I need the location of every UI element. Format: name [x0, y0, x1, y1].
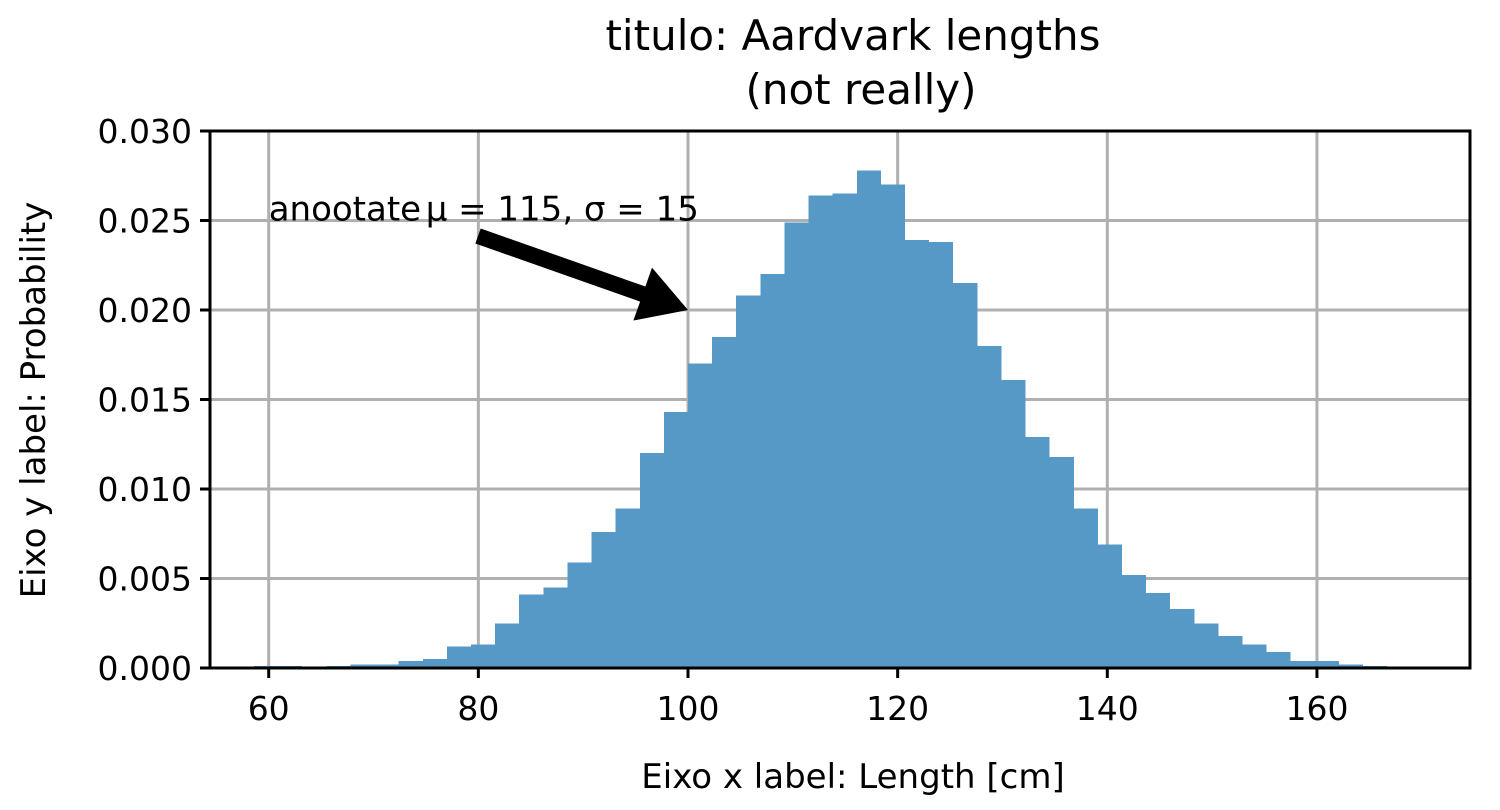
- y-tick-label-2: 0.010: [98, 470, 192, 509]
- histogram-bar-45: [1338, 664, 1364, 668]
- histogram-bar-21: [760, 274, 785, 668]
- annotation-arrow: [475, 228, 688, 321]
- histogram-bar-5: [374, 664, 399, 668]
- y-tick-label-3: 0.015: [98, 381, 192, 420]
- y-tick-label-4: 0.020: [98, 291, 192, 330]
- histogram-bar-27: [904, 240, 930, 668]
- histogram-bar-29: [953, 283, 978, 668]
- histogram-bar-30: [977, 345, 1002, 668]
- histogram-bar-35: [1097, 544, 1122, 668]
- histogram-bars: [254, 170, 1388, 669]
- histogram-bar-34: [1073, 508, 1098, 668]
- histogram-bar-33: [1049, 456, 1074, 668]
- histogram-bar-15: [615, 508, 640, 668]
- histogram-bar-44: [1314, 660, 1339, 668]
- chart-title-line-1: titulo: Aardvark lengths: [605, 11, 1100, 60]
- x-axis-ticks: 60 80 100 120 140 160: [248, 668, 1348, 728]
- histogram-bar-38: [1170, 608, 1195, 668]
- y-tick-label-0: 0.000: [98, 649, 192, 688]
- histogram-bar-20: [736, 295, 761, 668]
- histogram-bar-24: [832, 193, 857, 668]
- histogram-bar-28: [929, 241, 954, 669]
- histogram-bar-14: [591, 531, 616, 668]
- histogram-bar-7: [422, 659, 447, 668]
- histogram-bar-32: [1025, 437, 1050, 668]
- x-axis-label: Eixo x label: Length [cm]: [641, 757, 1064, 797]
- histogram-bar-23: [808, 195, 833, 668]
- annotation: anootate μ = 115, σ = 15: [269, 190, 699, 321]
- histogram-bar-9: [471, 644, 496, 668]
- histogram-bar-43: [1290, 660, 1315, 668]
- histogram-bar-42: [1266, 651, 1291, 668]
- histogram-bar-41: [1242, 644, 1267, 668]
- histogram-bar-22: [784, 222, 809, 669]
- x-tick-label-3: 120: [866, 689, 929, 728]
- histogram-bar-17: [663, 412, 689, 668]
- histogram-bar-10: [495, 623, 520, 668]
- y-tick-label-6: 0.030: [98, 112, 192, 151]
- histogram-bar-19: [712, 336, 737, 668]
- histogram-bar-16: [639, 453, 664, 668]
- chart-title: titulo: Aardvark lengths (not really): [605, 11, 1100, 114]
- y-axis-label: Eixo y label: Probability: [14, 202, 54, 599]
- histogram-bar-8: [446, 646, 472, 668]
- histogram-bar-4: [350, 664, 375, 668]
- histogram-bar-6: [398, 660, 423, 668]
- y-axis-ticks: 0.000 0.005 0.010 0.015 0.020 0.025 0.030: [98, 112, 210, 688]
- x-tick-label-5: 160: [1285, 689, 1348, 728]
- annotation-formula-text: μ = 115, σ = 15: [426, 190, 699, 230]
- histogram-bar-36: [1121, 574, 1147, 668]
- histogram-bar-37: [1146, 592, 1171, 668]
- x-tick-label-1: 80: [457, 689, 499, 728]
- histogram-bar-12: [543, 587, 568, 668]
- histogram-bar-31: [1001, 379, 1026, 668]
- x-tick-label-0: 60: [248, 689, 290, 728]
- histogram-bar-40: [1218, 635, 1243, 668]
- y-tick-label-1: 0.005: [98, 560, 192, 599]
- histogram-bar-11: [519, 594, 544, 668]
- histogram-bar-25: [856, 170, 881, 668]
- histogram-bar-18: [688, 363, 713, 668]
- annotation-prefix-text: anootate: [269, 190, 421, 230]
- histogram-bar-26: [880, 184, 905, 668]
- histogram-bar-39: [1194, 623, 1219, 668]
- x-tick-label-4: 140: [1076, 689, 1139, 728]
- histogram-bar-13: [567, 562, 592, 668]
- chart-title-line-2: (not really): [745, 65, 976, 114]
- x-tick-label-2: 100: [657, 689, 720, 728]
- y-tick-label-5: 0.025: [98, 202, 192, 241]
